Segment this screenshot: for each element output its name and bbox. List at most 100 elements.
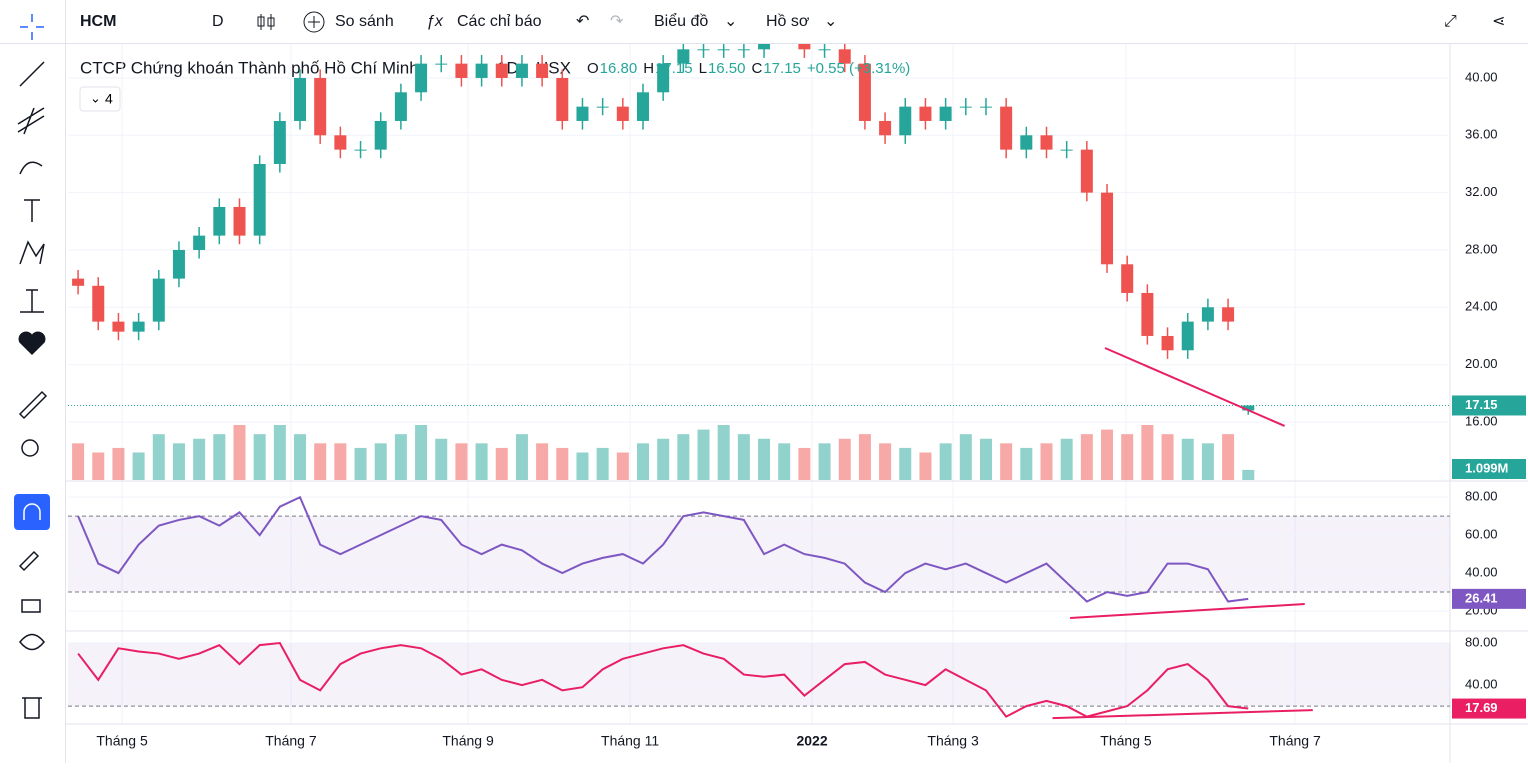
volume-bar [576, 452, 589, 480]
symbol[interactable]: HCM [80, 13, 117, 30]
candle-body [1080, 149, 1093, 193]
volume-bar [1161, 434, 1174, 480]
fullscreen[interactable]: ⤢ [1444, 13, 1457, 30]
candle-body [919, 106, 932, 121]
volume-bar [717, 425, 730, 480]
share[interactable]: ⋖ [1492, 13, 1506, 30]
candle-body [112, 321, 125, 332]
volume-bar [737, 434, 750, 480]
volume-bar [758, 438, 771, 480]
candle-body [1201, 307, 1214, 322]
volume-bar [112, 447, 125, 480]
legend-value: 16.80 [600, 60, 638, 77]
value-badge [1452, 588, 1526, 609]
redo[interactable]: ↷ [610, 13, 624, 30]
candle-body [92, 285, 105, 322]
top-toolbar: HCM D So sánh ƒx Các chỉ báo ↶ ↷ Biểu đồ… [0, 0, 1528, 44]
legend-key: L [699, 60, 707, 77]
lock[interactable] [21, 599, 41, 613]
candle-body [798, 44, 811, 50]
candle-body [636, 92, 649, 121]
interval[interactable]: D [212, 13, 224, 30]
volume-bar [334, 443, 347, 480]
volume-bar [1242, 469, 1255, 480]
pattern-tool[interactable] [19, 240, 45, 265]
compare[interactable]: So sánh [335, 13, 394, 30]
undo[interactable]: ↶ [576, 13, 590, 30]
volume-bar [152, 434, 165, 480]
candle-body [657, 63, 670, 93]
chart-type[interactable]: Biểu đồ [654, 13, 709, 30]
candle-body [1141, 292, 1154, 336]
y-tick-label: 60.00 [1465, 527, 1498, 542]
x-tick-label: Tháng 7 [1269, 733, 1321, 749]
candle-body [152, 278, 165, 322]
candle-body [556, 77, 569, 121]
y-tick-label: 40.00 [1465, 565, 1498, 580]
measure-tool[interactable] [20, 289, 44, 313]
brush-tool[interactable] [19, 161, 43, 175]
candle-body [899, 106, 912, 136]
candle-body [172, 249, 185, 279]
x-tick-label: Tháng 5 [1100, 733, 1152, 749]
candle-body [193, 235, 206, 250]
favorite[interactable] [18, 331, 46, 356]
lock-draw[interactable] [18, 550, 40, 572]
plus-icon[interactable] [303, 11, 325, 33]
volume-bar [536, 443, 549, 480]
candle-body [435, 63, 448, 65]
candle-body [233, 206, 246, 236]
volume-bar [838, 438, 851, 480]
candle-body [838, 49, 851, 64]
fib-tool[interactable] [17, 107, 45, 135]
candle-body [475, 63, 488, 78]
candle-body [939, 106, 952, 121]
volume-bar [455, 443, 468, 480]
volume-bar [778, 443, 791, 480]
fx-icon[interactable]: ƒx [426, 13, 443, 30]
volume-bar [273, 425, 286, 480]
crosshair[interactable] [20, 14, 44, 40]
volume-bar [798, 447, 811, 480]
volume-bar [1060, 438, 1073, 480]
indicator-count: 4 [105, 91, 113, 107]
y-tick-label: 40.00 [1465, 677, 1498, 692]
y-tick-label: 32.00 [1465, 184, 1498, 199]
volume-bar [92, 452, 105, 480]
volume-bar [394, 434, 407, 480]
profile[interactable]: Hồ sơ [766, 13, 810, 30]
candle-body [576, 106, 589, 121]
y-tick-label: 20.00 [1465, 356, 1498, 371]
candle-body [758, 44, 771, 50]
eye[interactable] [19, 633, 45, 651]
volume-bar [1201, 443, 1214, 480]
magnet[interactable] [14, 494, 50, 530]
value-badge-label: 17.69 [1465, 700, 1498, 715]
ruler[interactable] [18, 390, 48, 420]
price-badge [1452, 395, 1526, 416]
zoom[interactable] [21, 439, 39, 457]
volume-bar [677, 434, 690, 480]
candle-body [737, 49, 750, 51]
volume-bar [72, 443, 85, 480]
candle-body [717, 49, 730, 51]
trendline [1104, 347, 1285, 427]
volume-bar [132, 452, 145, 480]
legend-value: 17.15 [655, 60, 693, 77]
trash[interactable] [22, 697, 42, 719]
legend-title: CTCP Chứng khoán Thành phố Hồ Chí Minh [80, 58, 419, 77]
volume-bar [596, 447, 609, 480]
legend-value: 17.15 [763, 60, 801, 77]
volume-bar [435, 438, 448, 480]
indicator-toggle[interactable] [79, 86, 121, 112]
text-tool[interactable] [24, 199, 40, 222]
band-fill [68, 516, 1450, 593]
candle-body [1101, 192, 1114, 265]
y-tick-label: 24.00 [1465, 299, 1498, 314]
trendline-tool[interactable] [19, 61, 45, 87]
indicators[interactable]: Các chỉ báo [457, 13, 542, 30]
band-fill [68, 643, 1450, 707]
volume-bar [899, 447, 912, 480]
candle-icon[interactable] [256, 12, 276, 32]
